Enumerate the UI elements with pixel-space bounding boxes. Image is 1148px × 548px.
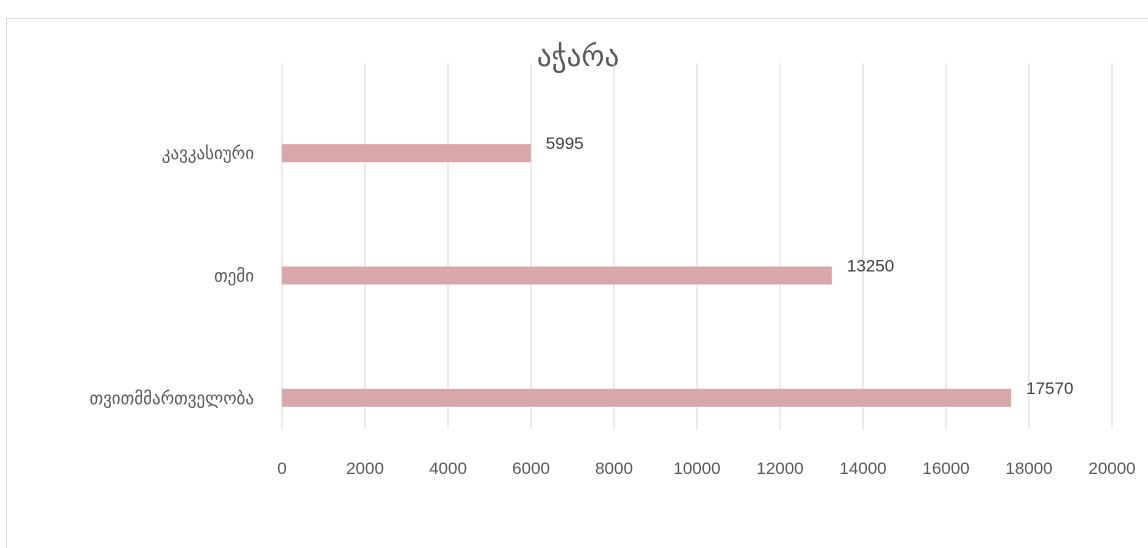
category-label: კავკასიური <box>162 144 254 164</box>
x-axis-tick-labels: 0 2000 4000 6000 8000 10000 12000 14000 16000 180… <box>277 459 1135 478</box>
x-tick-label: 18000 <box>1005 459 1052 478</box>
x-tick-label: 12000 <box>756 459 803 478</box>
x-tick-label: 2000 <box>346 459 384 478</box>
x-tick-label: 4000 <box>429 459 467 478</box>
x-tick-label: 8000 <box>595 459 633 478</box>
category-label: თვითმმართველობა <box>89 389 254 409</box>
x-tick-label: 20000 <box>1088 459 1135 478</box>
category-label: თემი <box>214 267 254 287</box>
x-tick-label: 14000 <box>839 459 886 478</box>
x-tick-label: 0 <box>277 459 286 478</box>
data-label: 13250 <box>847 257 894 276</box>
x-tick-label: 6000 <box>512 459 550 478</box>
chart-title: აჭარა <box>537 39 619 73</box>
category-labels: კავკასიური თემი თვითმმართველობა <box>89 144 254 409</box>
grid-lines <box>281 63 1113 430</box>
bars <box>282 144 1012 407</box>
bar <box>282 144 531 163</box>
bar <box>282 266 832 285</box>
data-labels: 5995 13250 17570 <box>546 134 1074 398</box>
chart-frame <box>6 18 1148 548</box>
data-label: 5995 <box>546 134 584 153</box>
bar-chart: აჭარა 5995 13250 17570 კავკასიური თემი თვითმ… <box>89 39 1135 478</box>
bar <box>282 388 1012 407</box>
x-tick-label: 16000 <box>922 459 969 478</box>
data-label: 17570 <box>1026 379 1073 398</box>
x-tick-label: 10000 <box>673 459 720 478</box>
